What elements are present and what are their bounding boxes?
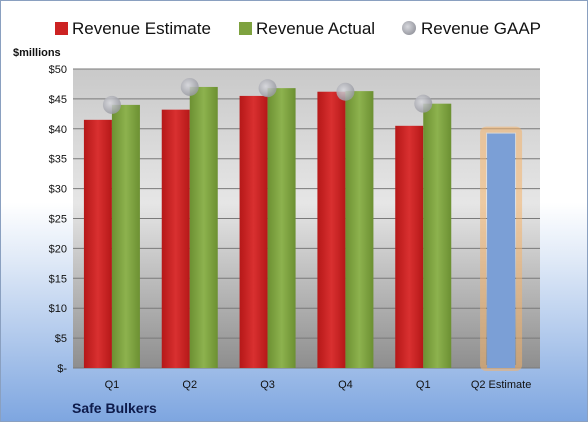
legend-swatch-revenue-actual xyxy=(239,22,252,35)
y-tick-label: $45 xyxy=(49,94,67,106)
y-unit-label: $millions xyxy=(13,47,61,59)
dot-revenue-gaap xyxy=(258,79,277,98)
bar-revenue-estimate xyxy=(83,119,112,368)
y-tick-label: $15 xyxy=(49,273,67,285)
legend-label-revenue-estimate: Revenue Estimate xyxy=(72,19,211,38)
dot-revenue-gaap xyxy=(102,95,121,114)
bar-revenue-forecast xyxy=(487,133,516,368)
x-tick-label: Q1 xyxy=(416,379,431,391)
bar-revenue-actual xyxy=(189,86,218,368)
y-tick-label: $10 xyxy=(49,303,67,315)
y-axis-ticks: $- $5 $10 $15 $20 $25 $30 $35 $40 $45 $50 xyxy=(49,64,68,375)
y-tick-label: $5 xyxy=(55,333,67,345)
legend-label-revenue-actual: Revenue Actual xyxy=(256,19,375,38)
bars xyxy=(83,86,523,371)
x-axis-ticks: Q1 Q2 Q3 Q4 Q1 Q2 Estimate xyxy=(105,379,532,391)
y-tick-label: $40 xyxy=(49,124,67,136)
x-tick-label: Q4 xyxy=(338,379,353,391)
x-tick-label: Q2 xyxy=(182,379,197,391)
x-tick-label: Q3 xyxy=(260,379,275,391)
y-tick-label: $25 xyxy=(49,214,67,226)
bar-revenue-estimate xyxy=(317,91,346,368)
dot-revenue-gaap xyxy=(180,77,199,96)
bar-revenue-estimate xyxy=(239,95,268,368)
bar-revenue-actual xyxy=(345,91,374,368)
y-tick-label: $35 xyxy=(49,154,67,166)
legend-label-revenue-gaap: Revenue GAAP xyxy=(421,19,541,38)
dot-revenue-gaap xyxy=(336,82,355,101)
legend-swatch-revenue-estimate xyxy=(55,22,68,35)
bar-revenue-estimate xyxy=(395,125,424,368)
bar-revenue-estimate xyxy=(161,109,190,368)
x-tick-label: Q2 Estimate xyxy=(471,379,532,391)
bar-revenue-actual xyxy=(423,103,452,369)
bar-revenue-actual xyxy=(267,88,296,369)
y-tick-label: $30 xyxy=(49,184,67,196)
legend-swatch-revenue-gaap xyxy=(402,21,416,35)
gridlines xyxy=(73,68,540,369)
x-tick-label: Q1 xyxy=(105,379,120,391)
company-name: Safe Bulkers xyxy=(72,400,157,416)
dot-revenue-gaap xyxy=(414,94,433,113)
y-tick-label: $20 xyxy=(49,243,67,255)
bar-revenue-actual xyxy=(111,104,140,368)
y-tick-label: $- xyxy=(57,363,67,375)
legend: Revenue Estimate Revenue Actual Revenue … xyxy=(55,19,541,38)
gaap-markers xyxy=(102,77,433,114)
y-tick-label: $50 xyxy=(49,64,67,76)
